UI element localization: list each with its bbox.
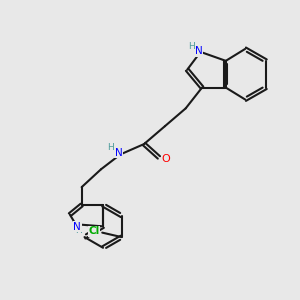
Text: H: H xyxy=(188,42,195,51)
Text: N: N xyxy=(195,46,203,56)
Text: Cl: Cl xyxy=(88,226,100,236)
Text: N: N xyxy=(73,222,81,232)
Text: H: H xyxy=(75,226,81,235)
Text: O: O xyxy=(161,154,170,164)
Text: N: N xyxy=(115,148,123,158)
Text: H: H xyxy=(107,143,114,152)
